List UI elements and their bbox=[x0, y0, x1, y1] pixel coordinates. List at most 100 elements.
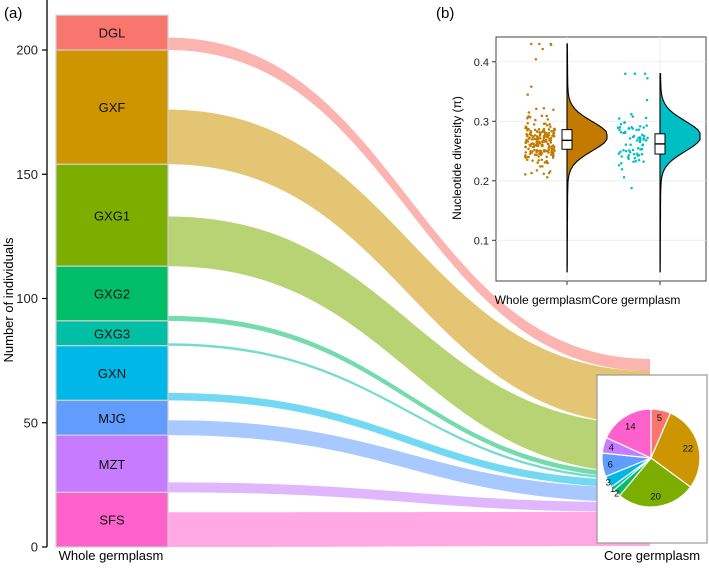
data-point bbox=[619, 150, 622, 154]
data-point bbox=[549, 43, 553, 46]
data-point bbox=[622, 175, 626, 179]
data-point bbox=[526, 129, 529, 132]
data-point bbox=[528, 136, 531, 139]
data-point bbox=[630, 186, 633, 190]
data-point bbox=[642, 137, 645, 140]
data-point bbox=[539, 137, 542, 140]
y-tick-label: 200 bbox=[16, 43, 38, 58]
data-point bbox=[524, 141, 528, 145]
data-point bbox=[540, 114, 544, 118]
ribbon-dgl bbox=[168, 37, 650, 372]
data-point bbox=[619, 123, 623, 126]
bar-segment-sfs bbox=[55, 491, 169, 548]
data-point bbox=[524, 151, 527, 154]
y-tick-label: 100 bbox=[16, 291, 38, 306]
data-point bbox=[546, 118, 550, 121]
panel-a-label: (a) bbox=[4, 5, 22, 22]
data-point bbox=[524, 145, 527, 149]
data-point bbox=[539, 165, 542, 168]
bar-label-gxg1: GXG1 bbox=[94, 208, 130, 223]
bar-label-sfs: SFS bbox=[99, 513, 125, 528]
data-point bbox=[542, 137, 546, 140]
data-point bbox=[531, 159, 534, 162]
pie-label-sfs: 14 bbox=[625, 421, 636, 432]
data-point bbox=[632, 160, 635, 163]
data-point bbox=[552, 129, 556, 132]
pie-label-mjg: 6 bbox=[608, 459, 613, 470]
data-point bbox=[552, 154, 555, 157]
y-axis-ticks: 0 50 100 150 200 bbox=[16, 0, 48, 555]
data-point bbox=[533, 134, 537, 137]
bar-segment-gxn bbox=[55, 345, 169, 401]
pie-label-gxg3: 1 bbox=[610, 484, 615, 495]
data-point bbox=[535, 107, 538, 111]
bar-label-gxg3: GXG3 bbox=[94, 326, 130, 341]
data-point bbox=[549, 139, 553, 142]
data-point bbox=[529, 116, 532, 119]
data-point bbox=[634, 159, 638, 163]
data-point bbox=[535, 169, 539, 172]
left-axis-label: Whole germplasm bbox=[59, 548, 164, 563]
data-point bbox=[540, 145, 544, 148]
data-point bbox=[524, 173, 527, 176]
data-point bbox=[542, 107, 546, 110]
ribbon-gxg2 bbox=[168, 315, 650, 478]
data-point bbox=[532, 123, 536, 126]
data-point bbox=[635, 128, 638, 132]
raincloud-plot: 0.1 0.2 0.3 0.4 Nucleotide diversity (π) Whol… bbox=[450, 36, 707, 307]
data-point bbox=[629, 143, 632, 147]
data-point bbox=[617, 117, 621, 120]
data-point bbox=[534, 137, 538, 141]
data-point bbox=[629, 151, 632, 154]
data-point bbox=[536, 144, 540, 148]
data-point bbox=[535, 130, 539, 133]
data-point bbox=[529, 144, 532, 148]
inset-y-tick-label: 0.2 bbox=[474, 176, 489, 188]
pie-slice-gxf bbox=[650, 412, 701, 488]
data-point bbox=[537, 136, 540, 139]
data-point bbox=[638, 124, 642, 128]
pie-label-gxn: 3 bbox=[606, 477, 611, 488]
data-point bbox=[529, 133, 533, 137]
bar-segment-gxg3 bbox=[55, 320, 169, 347]
data-point bbox=[643, 72, 647, 75]
data-point bbox=[644, 116, 648, 120]
data-point bbox=[627, 157, 630, 161]
data-point bbox=[631, 148, 635, 152]
data-point bbox=[540, 158, 544, 162]
data-point bbox=[640, 148, 644, 151]
data-point bbox=[549, 141, 553, 144]
bar-label-gxn: GXN bbox=[98, 366, 126, 381]
data-point bbox=[638, 140, 642, 144]
inset-x-label-core: Core germplasm bbox=[592, 293, 681, 307]
inset-y-tick-label: 0.3 bbox=[474, 116, 489, 128]
data-point bbox=[547, 134, 551, 137]
data-point bbox=[636, 146, 640, 150]
ribbon-gxg3 bbox=[168, 343, 650, 481]
data-point bbox=[641, 133, 644, 137]
data-point bbox=[552, 131, 556, 134]
pie-slice-sfs bbox=[605, 408, 652, 459]
pie-label-gxg1: 20 bbox=[650, 491, 661, 502]
data-point bbox=[526, 140, 530, 143]
data-point bbox=[538, 140, 541, 143]
data-point bbox=[639, 138, 642, 141]
data-point bbox=[527, 147, 530, 150]
whole-germplasm-stack: DGL GXF GXG1 GXG2 GXG3 GXN MJG MZT SFS bbox=[55, 14, 169, 548]
data-point bbox=[526, 122, 529, 125]
data-point bbox=[543, 122, 547, 125]
data-point bbox=[637, 136, 640, 140]
data-point bbox=[535, 140, 539, 143]
data-point bbox=[536, 161, 539, 164]
data-point bbox=[624, 149, 628, 153]
data-point bbox=[546, 142, 550, 145]
data-point bbox=[628, 137, 632, 140]
data-point bbox=[532, 143, 536, 146]
bar-segment-gxg2 bbox=[55, 265, 169, 322]
data-point bbox=[640, 153, 644, 156]
data-point bbox=[530, 142, 533, 146]
data-point bbox=[637, 154, 641, 157]
data-point bbox=[526, 135, 529, 138]
inset-y-tick-label: 0.4 bbox=[474, 57, 489, 69]
